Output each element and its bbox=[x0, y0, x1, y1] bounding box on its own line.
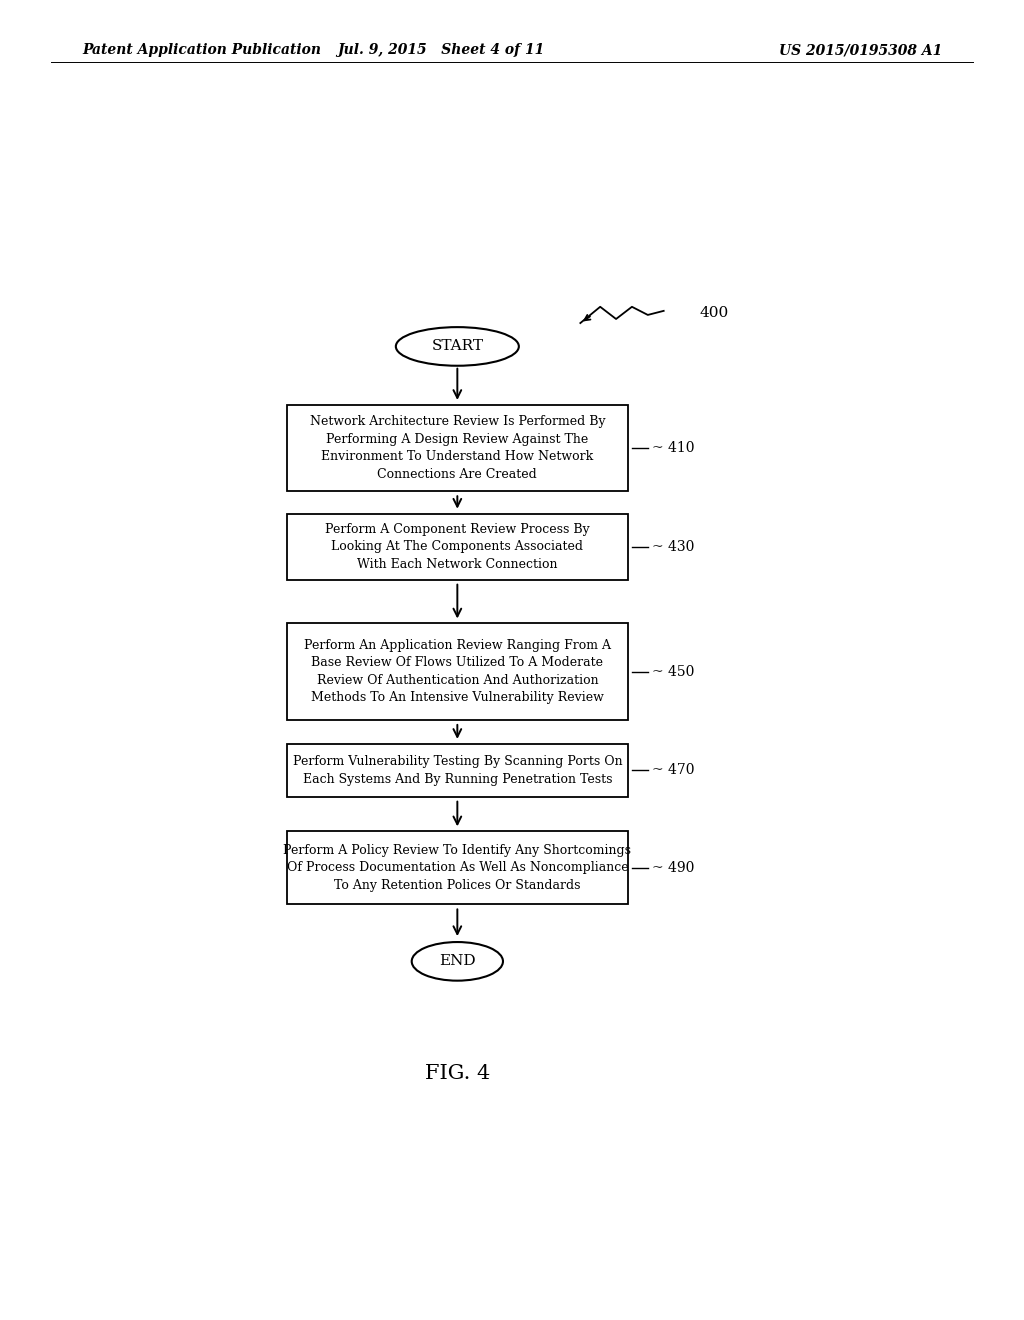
Ellipse shape bbox=[412, 942, 503, 981]
Text: ~ 410: ~ 410 bbox=[652, 441, 694, 455]
Text: US 2015/0195308 A1: US 2015/0195308 A1 bbox=[778, 44, 942, 57]
Text: ~ 470: ~ 470 bbox=[652, 763, 694, 777]
Bar bbox=[287, 405, 628, 491]
Text: Network Architecture Review Is Performed By
Performing A Design Review Against T: Network Architecture Review Is Performed… bbox=[309, 416, 605, 480]
Text: START: START bbox=[431, 339, 483, 354]
Text: 400: 400 bbox=[699, 306, 729, 319]
Text: Perform A Component Review Process By
Looking At The Components Associated
With : Perform A Component Review Process By Lo… bbox=[325, 523, 590, 570]
Bar bbox=[287, 832, 628, 904]
Ellipse shape bbox=[396, 327, 519, 366]
Text: ~ 450: ~ 450 bbox=[652, 665, 694, 678]
Text: FIG. 4: FIG. 4 bbox=[425, 1064, 489, 1082]
Text: Jul. 9, 2015   Sheet 4 of 11: Jul. 9, 2015 Sheet 4 of 11 bbox=[337, 44, 544, 57]
Bar bbox=[287, 513, 628, 579]
Text: END: END bbox=[439, 954, 476, 969]
Text: Perform A Policy Review To Identify Any Shortcomings
Of Process Documentation As: Perform A Policy Review To Identify Any … bbox=[284, 843, 632, 892]
Bar bbox=[287, 623, 628, 719]
Bar bbox=[287, 744, 628, 797]
Text: Perform An Application Review Ranging From A
Base Review Of Flows Utilized To A : Perform An Application Review Ranging Fr… bbox=[304, 639, 611, 705]
Text: ~ 430: ~ 430 bbox=[652, 540, 694, 553]
Text: Patent Application Publication: Patent Application Publication bbox=[82, 44, 321, 57]
Text: Perform Vulnerability Testing By Scanning Ports On
Each Systems And By Running P: Perform Vulnerability Testing By Scannin… bbox=[293, 755, 623, 785]
Text: ~ 490: ~ 490 bbox=[652, 861, 694, 875]
